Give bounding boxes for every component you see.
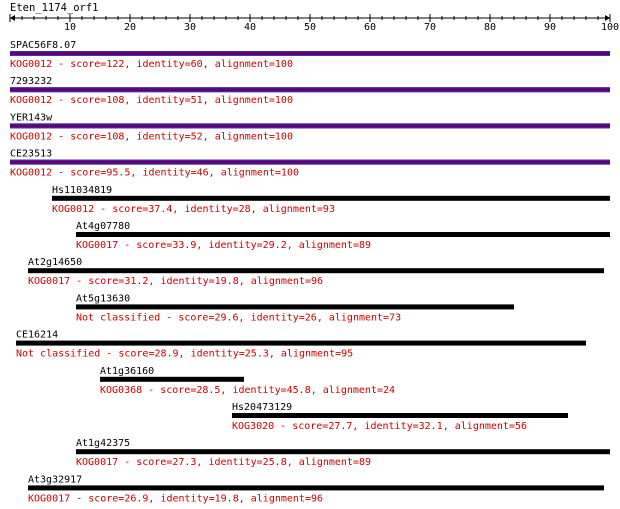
axis-tick-label: 50: [304, 22, 316, 33]
axis-tick-label: 20: [124, 22, 136, 33]
hit-bar: [10, 51, 610, 56]
hit-annotation: KOG0012 - score=108, identity=52, alignm…: [10, 131, 293, 142]
hit-name: At2g14650: [28, 257, 82, 268]
hit-row: At4g07780 KOG0017 - score=33.9, identity=…: [76, 221, 610, 251]
hit-annotation: KOG0012 - score=95.5, identity=46, align…: [10, 168, 299, 179]
hit-list: SPAC56F8.07 KOG0012 - score=122, identity…: [10, 40, 610, 504]
hit-name: At1g36160: [100, 366, 154, 377]
hit-name: At4g07780: [76, 221, 130, 232]
hit-row: At3g32917 KOG0017 - score=26.9, identity=…: [28, 474, 604, 504]
position-axis: 10 20 30 40 50 60 70 80 90 100: [9, 14, 619, 33]
hit-row: At1g42375 KOG0017 - score=27.3, identity=…: [76, 438, 610, 468]
hit-bar: [28, 268, 604, 274]
hit-name: Hs20473129: [232, 402, 292, 413]
hit-row: At5g13630 Not classified - score=29.6, id…: [76, 293, 514, 323]
hit-annotation: KOG0368 - score=28.5, identity=45.8, ali…: [100, 385, 395, 396]
hit-annotation: KOG0017 - score=27.3, identity=25.8, ali…: [76, 457, 371, 468]
hit-annotation: KOG0017 - score=26.9, identity=19.8, ali…: [28, 493, 323, 504]
axis-arrow-right-icon: [605, 15, 610, 21]
hit-annotation: KOG0012 - score=122, identity=60, alignm…: [10, 59, 293, 70]
hit-bar: [52, 195, 610, 201]
hit-bar: [28, 485, 604, 491]
axis-tick-label: 80: [484, 22, 496, 33]
hit-annotation: KOG3020 - score=27.7, identity=32.1, ali…: [232, 421, 527, 432]
hit-name: CE16214: [16, 330, 58, 341]
axis-arrow-left-icon: [10, 15, 15, 21]
axis-tick-label: 70: [424, 22, 436, 33]
hit-name: Hs11034819: [52, 185, 112, 196]
hit-bar: [76, 304, 514, 310]
hit-annotation: KOG0017 - score=31.2, identity=19.8, ali…: [28, 276, 323, 287]
hit-annotation: KOG0012 - score=37.4, identity=28, align…: [52, 204, 335, 215]
hit-name: At1g42375: [76, 438, 130, 449]
hit-bar: [16, 340, 586, 346]
hit-name: At3g32917: [28, 474, 82, 485]
hit-annotation: Not classified - score=28.9, identity=25…: [16, 349, 353, 360]
hit-annotation: KOG0017 - score=33.9, identity=29.2, ali…: [76, 240, 371, 251]
hit-name: CE23513: [10, 149, 52, 160]
hit-annotation: Not classified - score=29.6, identity=26…: [76, 312, 401, 323]
hit-annotation: KOG0012 - score=108, identity=51, alignm…: [10, 95, 293, 106]
hit-bar: [10, 123, 610, 129]
hit-row: Hs20473129 KOG3020 - score=27.7, identity…: [232, 402, 568, 432]
hit-row: CE23513 KOG0012 - score=95.5, identity=46…: [10, 149, 610, 179]
axis-tick-label: 60: [364, 22, 376, 33]
hit-row: At1g36160 KOG0368 - score=28.5, identity=…: [100, 366, 395, 396]
hit-bar: [100, 376, 244, 382]
hit-bar: [10, 87, 610, 93]
hit-bar: [10, 159, 610, 165]
query-title: Eten_1174_orf1: [10, 2, 99, 14]
hit-row: 7293232 KOG0012 - score=108, identity=51,…: [10, 76, 610, 106]
hit-row: Hs11034819 KOG0012 - score=37.4, identity…: [52, 185, 610, 215]
hit-row: YER143w KOG0012 - score=108, identity=52,…: [10, 112, 610, 142]
axis-tick-label: 10: [64, 22, 76, 33]
axis-tick-label: 100: [601, 22, 619, 33]
hit-name: 7293232: [10, 76, 52, 87]
hit-row: SPAC56F8.07 KOG0012 - score=122, identity…: [10, 40, 610, 70]
hit-row: CE16214 Not classified - score=28.9, iden…: [16, 330, 586, 360]
axis-tick-label: 90: [544, 22, 556, 33]
hit-bar: [76, 449, 610, 455]
hit-bar: [232, 413, 568, 418]
hit-name: YER143w: [10, 112, 53, 123]
hit-row: At2g14650 KOG0017 - score=31.2, identity=…: [28, 257, 604, 287]
hit-bar: [76, 232, 610, 237]
axis-tick-label: 30: [184, 22, 196, 33]
hit-name: At5g13630: [76, 293, 130, 304]
axis-tick-label: 40: [244, 22, 256, 33]
hit-name: SPAC56F8.07: [10, 40, 76, 51]
